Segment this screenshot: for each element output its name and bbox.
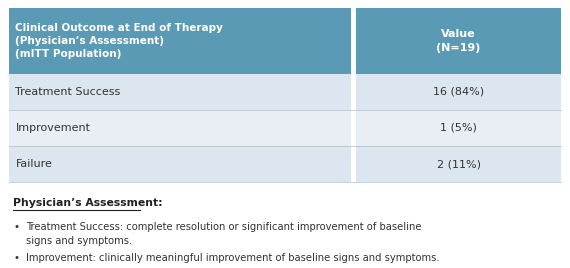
Text: •: • <box>13 253 19 263</box>
Text: 16 (84%): 16 (84%) <box>433 87 484 97</box>
Text: Failure: Failure <box>15 159 52 169</box>
FancyBboxPatch shape <box>356 110 561 146</box>
FancyBboxPatch shape <box>356 8 561 74</box>
FancyBboxPatch shape <box>356 74 561 110</box>
FancyBboxPatch shape <box>9 146 351 182</box>
Text: Clinical Outcome at End of Therapy
(Physician’s Assessment)
(mITT Population): Clinical Outcome at End of Therapy (Phys… <box>15 23 223 59</box>
Text: •: • <box>13 222 19 232</box>
Text: Improvement: clinically meaningful improvement of baseline signs and symptoms.: Improvement: clinically meaningful impro… <box>26 253 439 263</box>
Text: 1 (5%): 1 (5%) <box>440 123 477 133</box>
Text: Value
(N=19): Value (N=19) <box>437 29 481 53</box>
Text: 2 (11%): 2 (11%) <box>437 159 481 169</box>
Text: Treatment Success: complete resolution or significant improvement of baseline
si: Treatment Success: complete resolution o… <box>26 222 421 246</box>
Text: Physician’s Assessment:: Physician’s Assessment: <box>13 198 163 208</box>
Text: Improvement: Improvement <box>15 123 91 133</box>
FancyBboxPatch shape <box>9 110 351 146</box>
FancyBboxPatch shape <box>9 8 351 74</box>
FancyBboxPatch shape <box>356 146 561 182</box>
FancyBboxPatch shape <box>9 74 351 110</box>
Text: Treatment Success: Treatment Success <box>15 87 121 97</box>
